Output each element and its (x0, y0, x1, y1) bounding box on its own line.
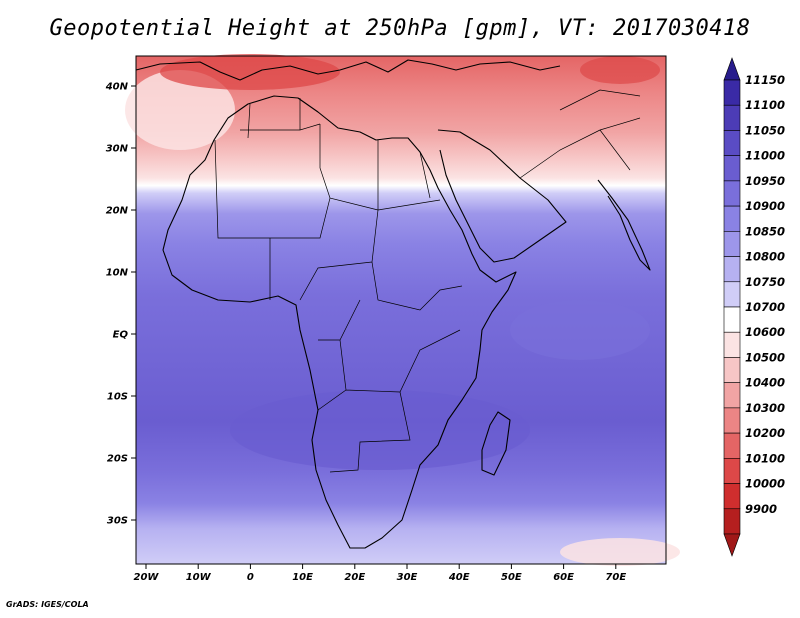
colorbar-cell (723, 382, 741, 409)
y-tick-label: 30N (106, 144, 129, 155)
colorbar-cell (723, 331, 741, 358)
y-tick-label: 30S (107, 516, 128, 527)
y-tick-label: 20S (107, 454, 128, 465)
arabia-coastline (437, 129, 567, 263)
colorbar-label: 10900 (745, 199, 785, 213)
field-ridge-east (510, 300, 650, 360)
madagascar-coastline (481, 411, 511, 476)
colorbar-cell (723, 508, 741, 535)
colorbar-label: 11000 (745, 149, 785, 163)
colorbar-cell (723, 458, 741, 484)
colorbar-label: 10750 (745, 275, 785, 289)
x-tick-label: 40E (448, 572, 470, 583)
x-tick-label: 20E (344, 572, 365, 583)
colorbar-cell (723, 155, 741, 182)
colorbar-label: 10850 (745, 224, 785, 238)
field-low-northeast (580, 56, 660, 84)
colorbar-label: 10600 (745, 325, 785, 339)
colorbar-top-arrow (723, 57, 741, 81)
colorbar-label: 10200 (745, 426, 785, 440)
colorbar-cell (723, 256, 741, 283)
x-tick-label: 10E (292, 572, 313, 583)
y-tick-label: 20N (106, 206, 129, 217)
y-tick-label: 10S (107, 392, 128, 403)
field-low-north (160, 54, 340, 90)
field-high-south (230, 390, 530, 470)
x-tick-label: 20W (134, 572, 160, 583)
colorbar-label: 10950 (745, 174, 785, 188)
map-panel (125, 54, 680, 566)
colorbar-cell (723, 407, 741, 434)
colorbar-label: 11050 (745, 123, 785, 137)
colorbar-label: 10500 (745, 350, 785, 364)
y-tick-label: EQ (113, 330, 129, 341)
europe-coastline (135, 59, 561, 81)
y-axis: 40N 30N 20N 10N EQ 10S 20S 30S (105, 82, 136, 527)
country-borders (214, 89, 641, 473)
field-anomaly-south (560, 538, 680, 566)
colorbar-cell (723, 104, 741, 131)
x-tick-label: 50E (501, 572, 522, 583)
colorbar-label: 11100 (745, 98, 785, 112)
coastlines (135, 59, 651, 549)
colorbar-bottom-arrow (723, 533, 741, 557)
grads-credit: GrADS: IGES/COLA (6, 600, 89, 609)
colorbar-label: 11150 (745, 73, 785, 87)
colorbar-label: 10000 (745, 477, 785, 491)
colorbar-cell (723, 205, 741, 232)
chart-title: Geopotential Height at 250hPa [gpm], VT:… (49, 16, 751, 41)
map-frame (135, 55, 667, 565)
colorbar-label: 9900 (745, 502, 777, 516)
colorbar-cell (723, 180, 741, 207)
x-axis: 20W 10W 0 10E 20E 30E 40E 50E 60E 70E (134, 564, 626, 583)
colorbar-label: 10800 (745, 250, 785, 264)
india-coastline (597, 179, 651, 271)
colorbar-cell (723, 231, 741, 257)
x-tick-label: 0 (247, 572, 254, 583)
x-tick-label: 30E (397, 572, 418, 583)
colorbar-cell (723, 483, 741, 510)
x-tick-label: 60E (553, 572, 574, 583)
y-tick-label: 40N (105, 82, 129, 93)
colorbar-cell (723, 357, 741, 383)
colorbar-cell (723, 130, 741, 156)
colorbar-cell (723, 306, 741, 333)
field-anomaly-west (125, 70, 235, 150)
x-tick-label: 70E (605, 572, 626, 583)
colorbar-cell (723, 281, 741, 308)
colorbar-label: 10100 (745, 451, 785, 465)
colorbar-label: 10400 (745, 376, 785, 390)
colorbar-label: 10700 (745, 300, 785, 314)
colorbar-label: 10300 (745, 401, 785, 415)
colorbar-cell (723, 432, 741, 459)
x-tick-label: 10W (186, 572, 212, 583)
colorbar: 11150 11100 11050 11000 10950 10900 10850 10800… (723, 57, 785, 557)
africa-coastline (162, 95, 517, 549)
colorbar-cell (723, 79, 741, 106)
y-tick-label: 10N (106, 268, 129, 279)
